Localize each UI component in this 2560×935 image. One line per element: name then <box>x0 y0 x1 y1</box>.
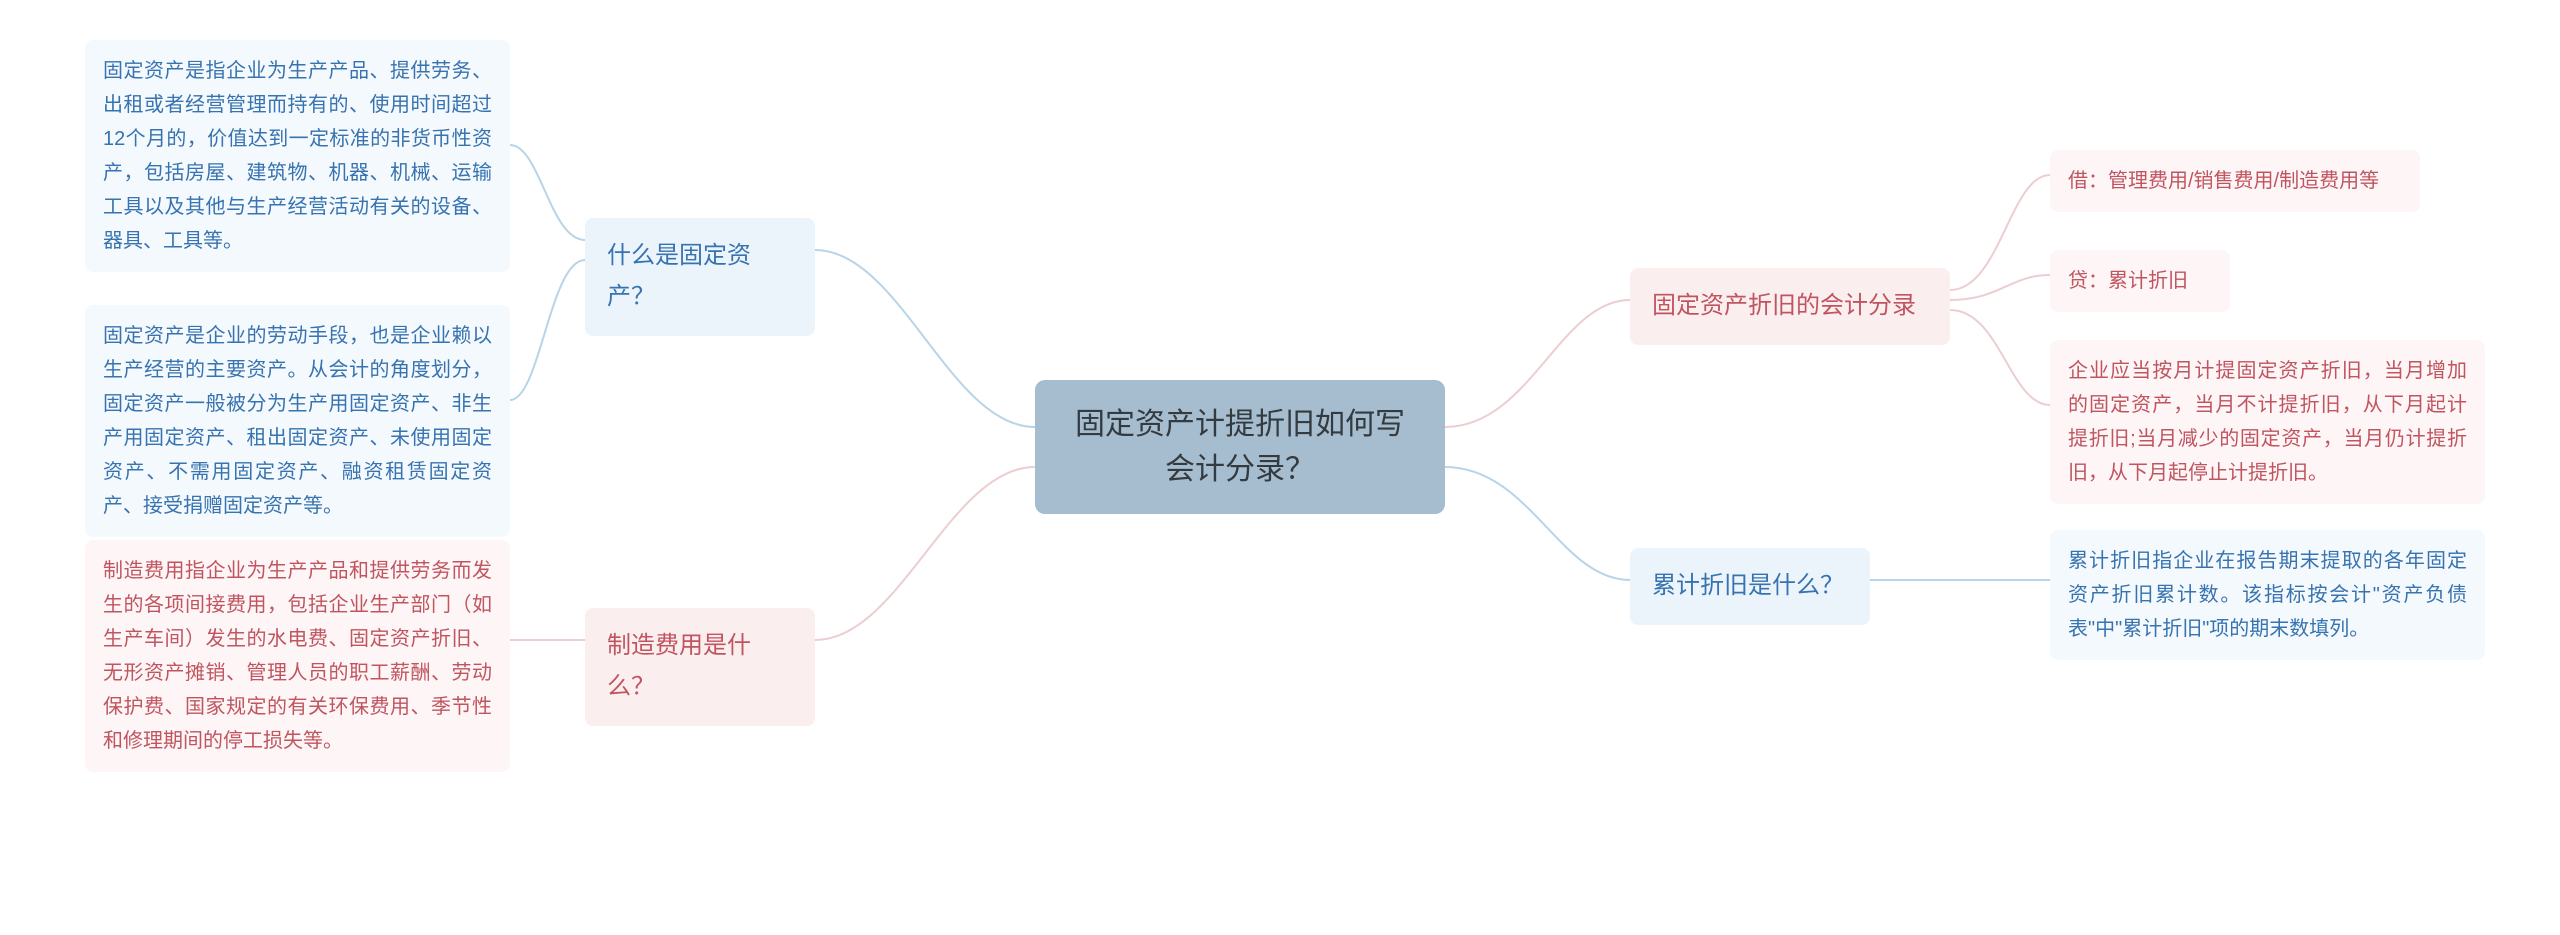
right-q1-leaf3: 企业应当按月计提固定资产折旧，当月增加的固定资产，当月不计提折旧，从下月起计提折… <box>2050 340 2485 504</box>
right-q2-label: 累计折旧是什么？ <box>1652 572 1844 599</box>
left-q1-leaf2-text: 固定资产是企业的劳动手段，也是企业赖以生产经营的主要资产。从会计的角度划分，固定… <box>103 325 492 517</box>
right-q2-node: 累计折旧是什么？ <box>1630 548 1870 625</box>
right-q1-leaf2: 贷：累计折旧 <box>2050 250 2230 312</box>
right-q1-leaf1-text: 借：管理费用/销售费用/制造费用等 <box>2068 170 2379 192</box>
left-q2-label: 制造费用是什么？ <box>607 632 751 700</box>
right-q1-leaf1: 借：管理费用/销售费用/制造费用等 <box>2050 150 2420 212</box>
left-q2-leaf1: 制造费用指企业为生产产品和提供劳务而发生的各项间接费用，包括企业生产部门（如生产… <box>85 540 510 772</box>
left-q1-node: 什么是固定资产？ <box>585 218 815 336</box>
right-q1-leaf3-text: 企业应当按月计提固定资产折旧，当月增加的固定资产，当月不计提折旧，从下月起计提折… <box>2068 360 2467 484</box>
left-q1-leaf1: 固定资产是指企业为生产产品、提供劳务、出租或者经营管理而持有的、使用时间超过12… <box>85 40 510 272</box>
left-q1-leaf2: 固定资产是企业的劳动手段，也是企业赖以生产经营的主要资产。从会计的角度划分，固定… <box>85 305 510 537</box>
left-q1-label: 什么是固定资产？ <box>607 242 751 310</box>
left-q2-node: 制造费用是什么？ <box>585 608 815 726</box>
left-q2-leaf1-text: 制造费用指企业为生产产品和提供劳务而发生的各项间接费用，包括企业生产部门（如生产… <box>103 560 492 752</box>
root-node: 固定资产计提折旧如何写会计分录？ <box>1035 380 1445 514</box>
right-q2-leaf1: 累计折旧指企业在报告期末提取的各年固定资产折旧累计数。该指标按会计"资产负债表"… <box>2050 530 2485 660</box>
left-q1-leaf1-text: 固定资产是指企业为生产产品、提供劳务、出租或者经营管理而持有的、使用时间超过12… <box>103 60 492 252</box>
right-q1-label: 固定资产折旧的会计分录 <box>1652 292 1916 319</box>
root-text: 固定资产计提折旧如何写会计分录？ <box>1075 408 1405 486</box>
right-q1-leaf2-text: 贷：累计折旧 <box>2068 270 2188 292</box>
right-q1-node: 固定资产折旧的会计分录 <box>1630 268 1950 345</box>
right-q2-leaf1-text: 累计折旧指企业在报告期末提取的各年固定资产折旧累计数。该指标按会计"资产负债表"… <box>2068 550 2467 640</box>
